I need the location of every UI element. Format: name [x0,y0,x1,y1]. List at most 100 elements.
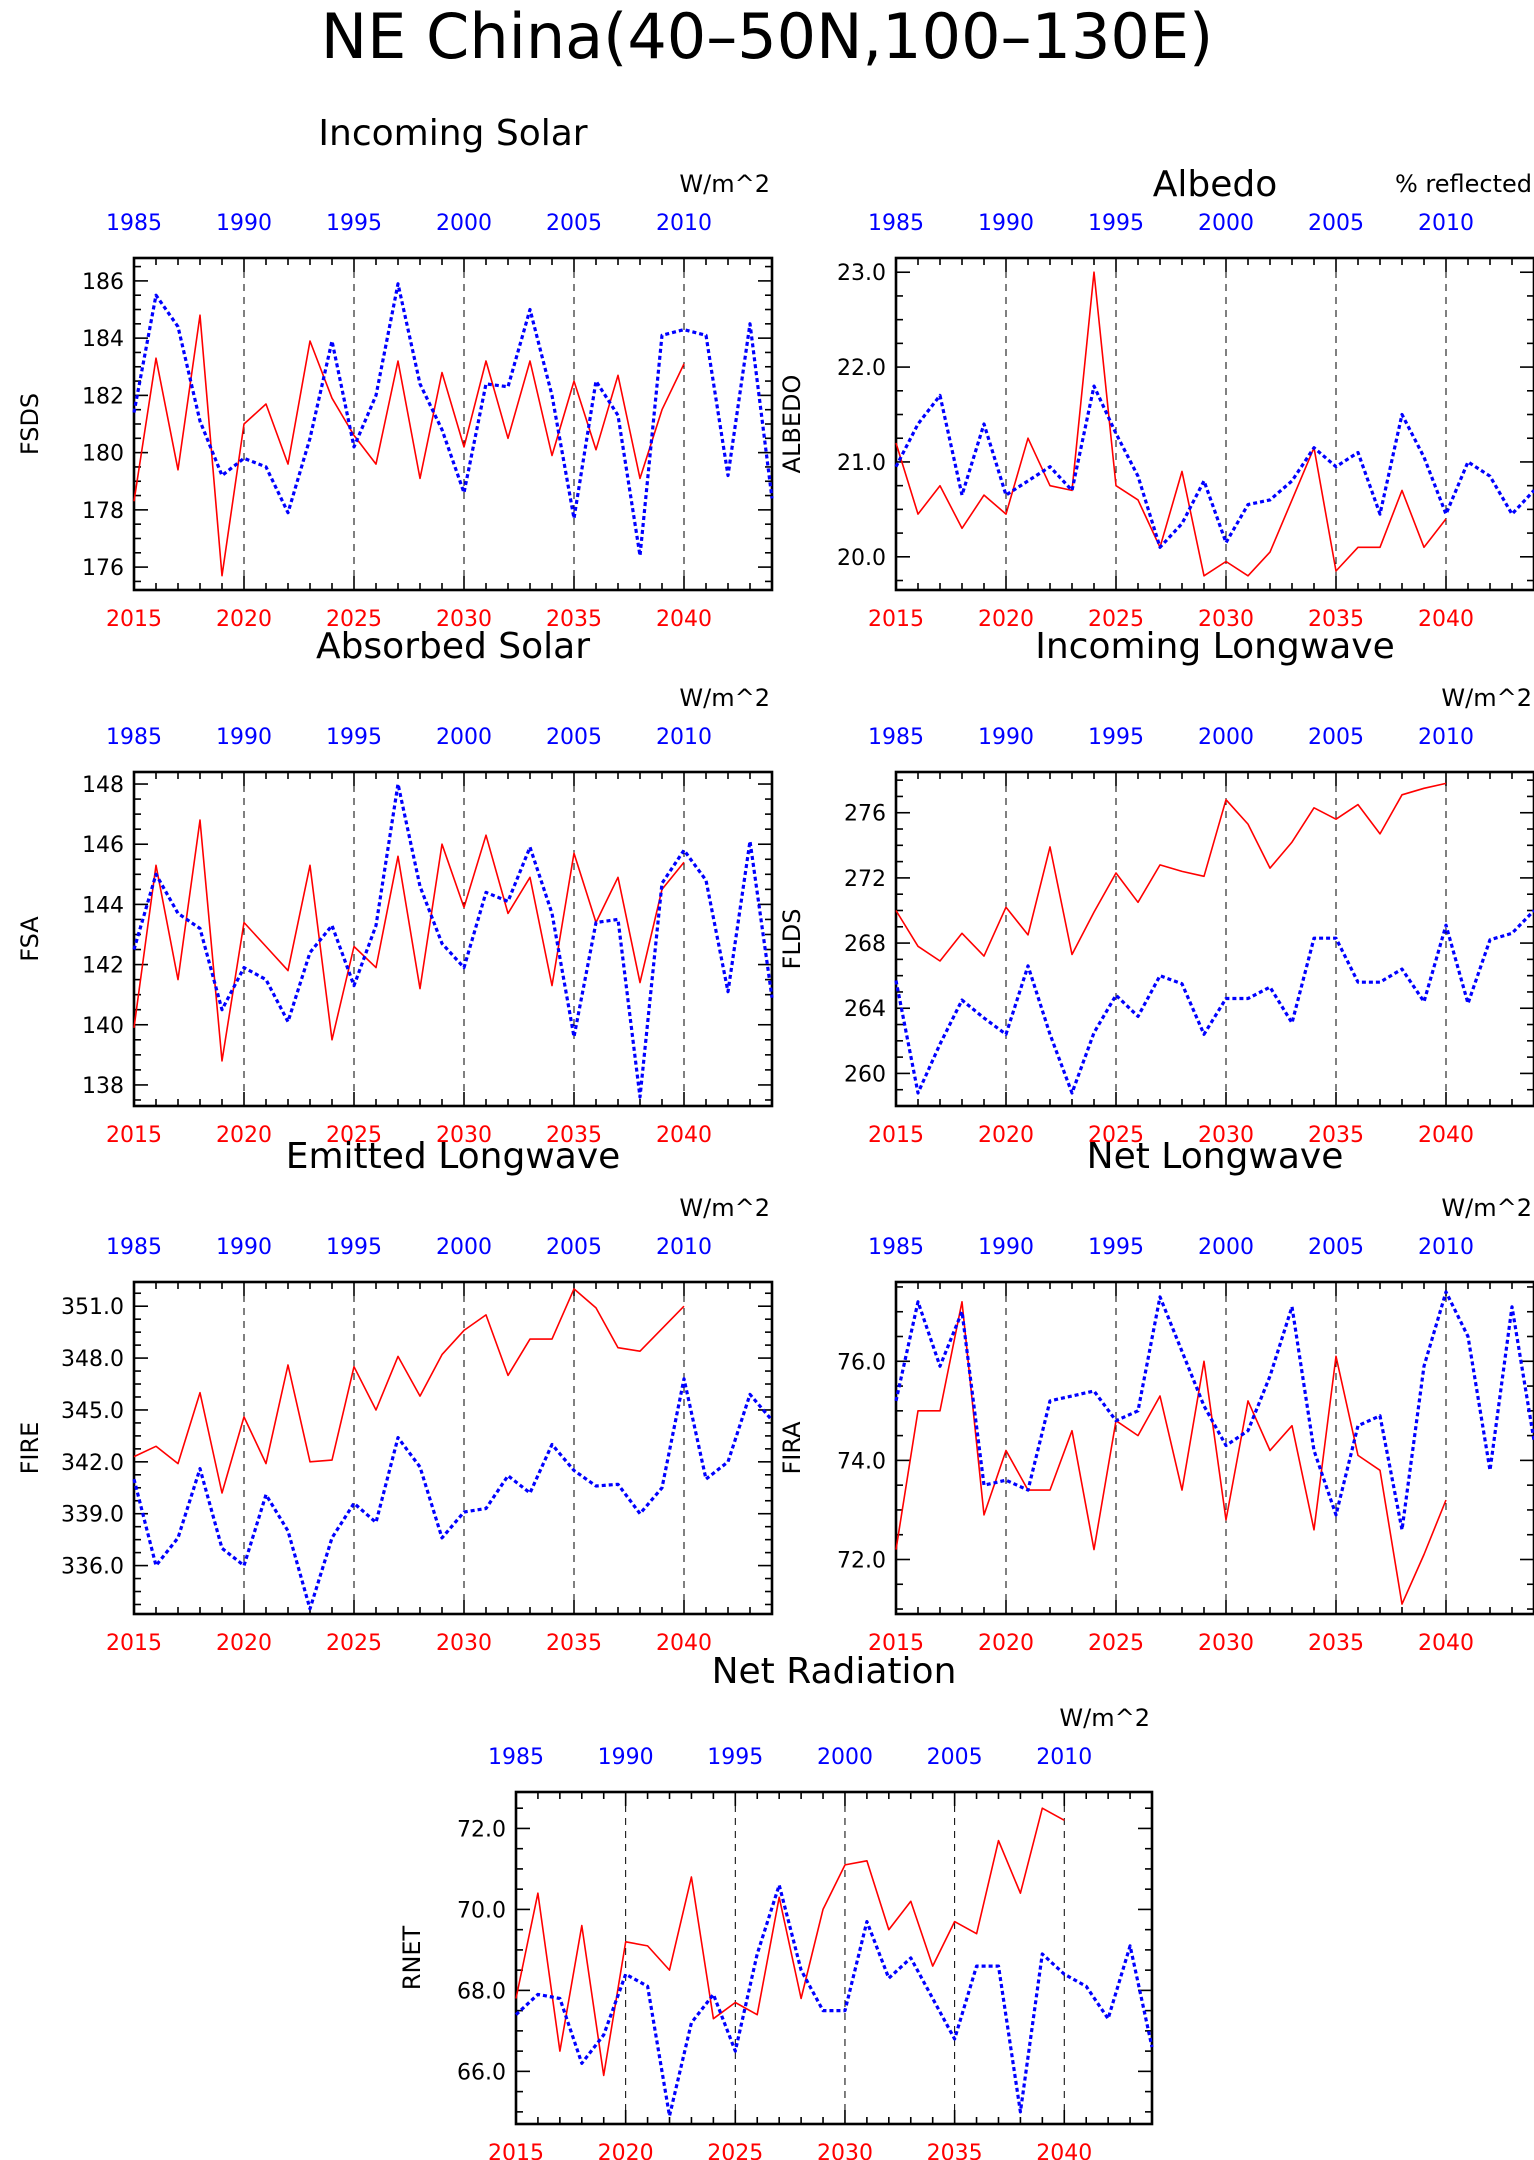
x-tick-label: 2015 [106,1631,162,1656]
x-tick-label: 2025 [326,1631,382,1656]
y-tick-label: 68.0 [457,1979,506,2004]
x-tick-label: 2015 [868,607,924,632]
x-tick-label: 2015 [106,607,162,632]
panel-fire: Emitted Longwave W/m^2 2015 2020 2025 2030 203… [16,1136,774,1656]
x-tick-label: 2035 [546,607,602,632]
top-x-tick-label: 1985 [106,725,162,750]
y-tick-label: 182 [82,384,124,409]
series-line-blue [514,1883,1154,2118]
top-x-tick-label: 1995 [326,1235,382,1260]
plot-frame [894,770,1534,1108]
top-x-tick-label: 1995 [326,211,382,236]
y-tick-label: 272 [844,867,886,892]
y-tick-label: 342.0 [61,1451,124,1476]
top-x-tick-label: 2005 [546,211,602,236]
y-tick-label: 66.0 [457,2060,506,2085]
y-tick-label: 268 [844,932,886,957]
panel-albedo: Albedo % reflected 2015 2020 2025 2030 2035 204… [778,164,1534,632]
x-tick-label: 2030 [817,2141,873,2160]
x-tick-label: 2030 [1198,1631,1254,1656]
y-tick-label: 138 [82,1074,124,1099]
x-tick-label: 2020 [598,2141,654,2160]
panel-title: Absorbed Solar [316,626,590,667]
top-x-tick-label: 2005 [546,1235,602,1260]
x-tick-label: 2040 [656,607,712,632]
panel-title: Net Radiation [712,1651,957,1692]
series-line-blue [894,1290,1534,1532]
y-tick-label: 23.0 [837,261,886,286]
y-tick-label: 142 [82,954,124,979]
y-tick-label: 76.0 [837,1350,886,1375]
x-tick-label: 2025 [707,2141,763,2160]
y-axis-label: FSA [16,916,44,962]
top-x-tick-label: 1990 [978,1235,1034,1260]
x-tick-label: 2040 [1418,1631,1474,1656]
y-tick-label: 21.0 [837,451,886,476]
top-x-tick-label: 2000 [1198,725,1254,750]
top-x-tick-label: 1995 [707,1745,763,1770]
x-tick-label: 2030 [436,1631,492,1656]
y-tick-label: 339.0 [61,1503,124,1528]
x-tick-label: 2040 [656,1631,712,1656]
top-x-tick-label: 1995 [1088,211,1144,236]
y-axis-label: ALBEDO [778,375,806,474]
panel-fsds: Incoming Solar W/m^2 2015 2020 2025 2030 2035 2… [16,113,774,632]
y-tick-label: 260 [844,1062,886,1087]
top-x-tick-label: 1990 [978,725,1034,750]
x-tick-label: 2020 [216,607,272,632]
y-tick-label: 70.0 [457,1898,506,1923]
y-tick-label: 144 [82,893,124,918]
series-line-red [133,314,685,577]
top-x-tick-label: 2000 [436,1235,492,1260]
panel-flds: Incoming Longwave W/m^2 2015 2020 2025 2030 20… [778,626,1534,1148]
top-x-tick-label: 1990 [598,1745,654,1770]
x-tick-label: 2035 [1308,1123,1364,1148]
units-label: W/m^2 [1441,1194,1532,1222]
panel-title: Incoming Solar [318,113,587,154]
x-tick-label: 2020 [216,1123,272,1148]
y-tick-label: 351.0 [61,1295,124,1320]
top-x-tick-label: 1985 [106,211,162,236]
panel-fsa: Absorbed Solar W/m^2 2015 2020 2025 2030 2035 2… [16,626,774,1148]
plot-frame [894,256,1534,592]
units-label: W/m^2 [1441,684,1532,712]
x-tick-label: 2015 [868,1123,924,1148]
top-x-tick-label: 2005 [1308,725,1364,750]
panel-title: Emitted Longwave [286,1136,621,1177]
top-x-tick-label: 2005 [1308,1235,1364,1260]
x-tick-label: 2035 [1308,1631,1364,1656]
x-tick-label: 2035 [546,1123,602,1148]
units-label: W/m^2 [679,1194,770,1222]
x-tick-label: 2025 [326,1123,382,1148]
top-x-tick-label: 2005 [927,1745,983,1770]
series-line-blue [132,282,774,558]
y-tick-label: 176 [82,556,124,581]
panel-rnet: Net Radiation W/m^2 2015 2020 2025 2030 2035 20… [398,1651,1154,2160]
y-tick-label: 264 [844,997,886,1022]
top-x-tick-label: 2010 [1036,1745,1092,1770]
top-x-tick-label: 1995 [1088,725,1144,750]
y-tick-label: 178 [82,499,124,524]
x-tick-label: 2040 [1036,2141,1092,2160]
x-tick-label: 2015 [106,1123,162,1148]
top-x-tick-label: 1990 [978,211,1034,236]
y-tick-label: 146 [82,833,124,858]
y-tick-label: 345.0 [61,1399,124,1424]
series-line-red [133,819,685,1062]
top-x-tick-label: 1990 [216,725,272,750]
y-tick-label: 184 [82,327,124,352]
x-tick-label: 2035 [1308,607,1364,632]
top-x-tick-label: 1985 [106,1235,162,1260]
panel-fira: Net Longwave W/m^2 2015 2020 2025 2030 2035 204… [778,1136,1534,1656]
panel-title: Incoming Longwave [1035,626,1395,667]
top-x-tick-label: 2010 [1418,211,1474,236]
y-axis-label: FIRA [778,1421,806,1475]
top-x-tick-label: 1985 [868,1235,924,1260]
y-tick-label: 186 [82,270,124,295]
units-label: W/m^2 [679,684,770,712]
top-x-tick-label: 1985 [868,211,924,236]
series-line-blue [894,384,1534,549]
top-x-tick-label: 2000 [436,211,492,236]
x-tick-label: 2030 [1198,607,1254,632]
